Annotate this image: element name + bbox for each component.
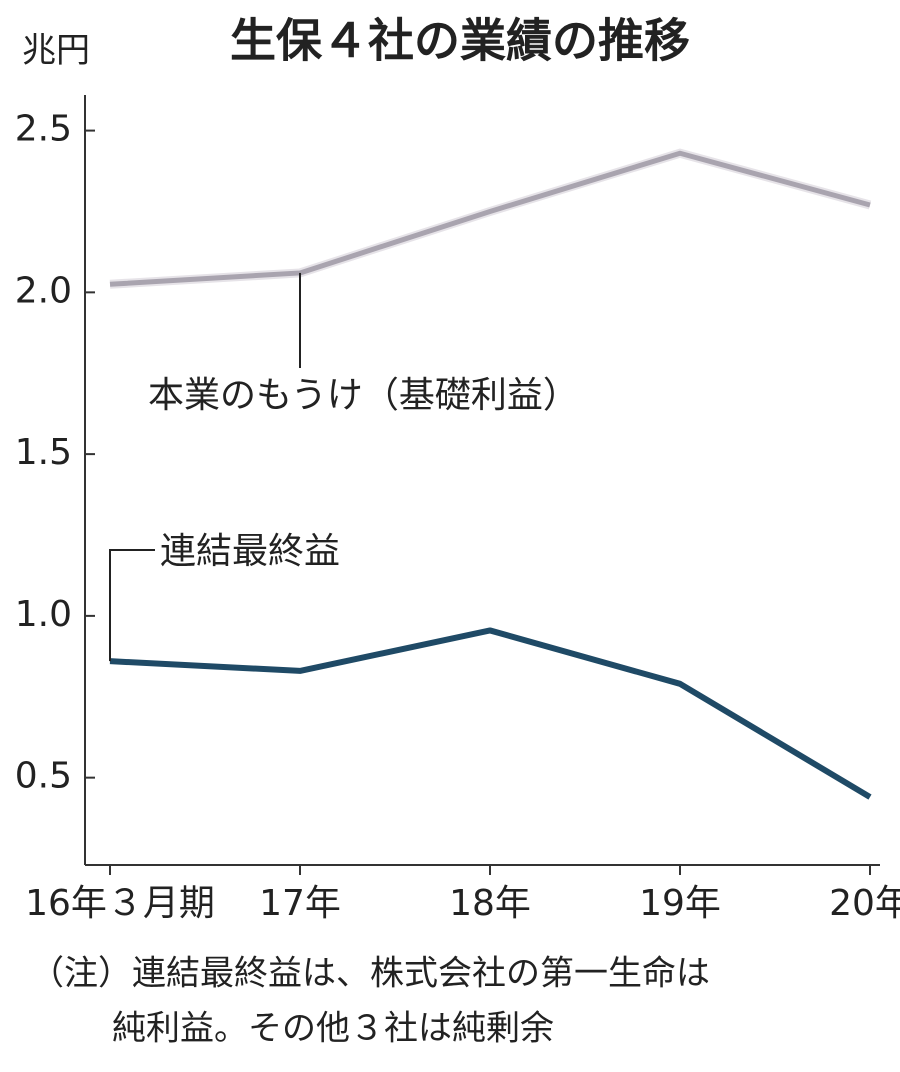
series-line [109, 627, 872, 800]
y-tick-label: 1.5 [15, 432, 72, 473]
note-line: 純利益。その他３社は純剰余 [112, 1009, 554, 1049]
series-label: 連結最終益 [160, 531, 340, 572]
annotation-leader [109, 549, 155, 662]
x-tick-label: 19年 [639, 883, 721, 924]
x-tick-label: 17年 [259, 883, 341, 924]
y-unit: 兆円 [22, 31, 90, 71]
x-tick-label: 18年 [449, 883, 531, 924]
series-label: 本業のもうけ（基礎利益） [148, 375, 579, 416]
note-line: （注）連結最終益は、株式会社の第一生命は [30, 954, 710, 994]
series-line [109, 150, 871, 287]
y-tick-label: 0.5 [15, 756, 72, 797]
x-tick-label: 20年 [829, 883, 900, 924]
y-tick-label: 2.5 [15, 109, 72, 150]
chart-title: 生保４社の業績の推移 [230, 14, 690, 68]
y-tick-label: 1.0 [15, 594, 72, 635]
x-tick-label: 16年３月期 [25, 883, 215, 924]
y-tick-label: 2.0 [15, 270, 72, 311]
